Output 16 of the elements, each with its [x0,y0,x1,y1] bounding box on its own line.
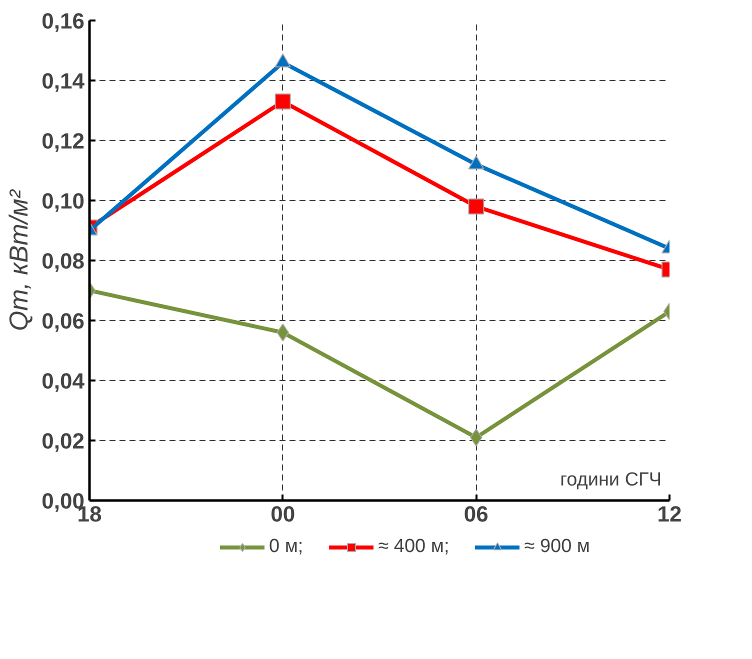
y-tick-label: 0,06 [42,308,85,334]
x-tick-label: 12 [657,502,682,526]
x-tick-label: 00 [270,502,296,526]
legend-label: 0 м; [269,536,304,558]
y-tick-label: 0,16 [42,8,85,34]
y-tick-label: 0,10 [42,188,85,214]
legend-label: ≈ 400 м; [378,536,450,558]
y-tick-label: 0,02 [42,428,85,454]
x-axis-title: години СГЧ [560,470,662,490]
y-tick-label: 0,12 [42,128,85,154]
y-tick-label: 0,08 [42,248,85,274]
y-tick-label: 0,14 [42,68,86,94]
y-axis-title: Qт, кВт/м² [4,188,34,332]
y-tick-label: 0,04 [42,368,86,394]
x-tick-label: 06 [464,502,488,526]
legend-label: ≈ 900 м [524,536,590,558]
